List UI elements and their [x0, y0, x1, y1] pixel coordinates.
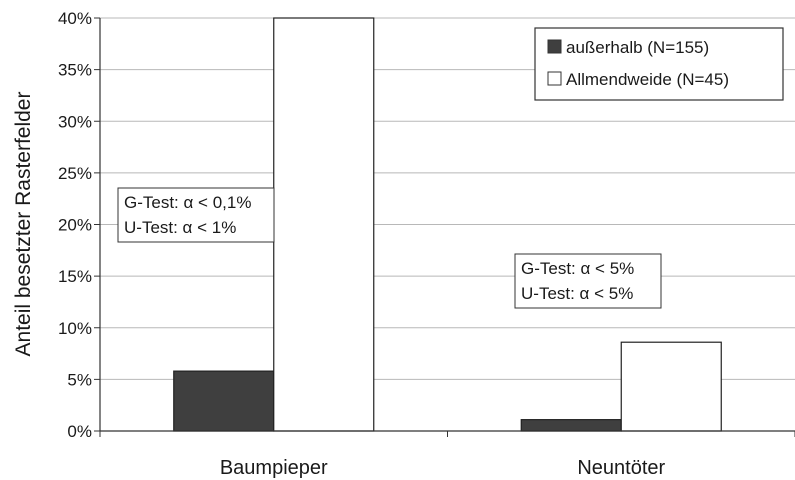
- legend-swatch-ausserhalb: [547, 39, 562, 54]
- annotation-line: U-Test: α < 5%: [521, 284, 633, 303]
- bar: [173, 370, 275, 432]
- y-tick-label: 40%: [58, 9, 92, 28]
- y-tick-label: 25%: [58, 164, 92, 183]
- annotation-line: G-Test: α < 0,1%: [124, 193, 251, 212]
- y-axis-label: Anteil besetzter Rasterfelder: [12, 92, 35, 357]
- y-axis-ticks: 0% 5% 10% 15% 20% 25% 30% 35% 40%: [58, 9, 101, 441]
- legend: außerhalb (N=155) Allmendweide (N=45): [534, 27, 784, 101]
- test-annotation-neuntoeter: G-Test: α < 5% U-Test: α < 5%: [514, 253, 662, 309]
- bars: [173, 17, 722, 432]
- legend-frame: [534, 27, 784, 101]
- y-tick-label: 5%: [67, 370, 92, 389]
- test-annotation-baumpieper: G-Test: α < 0,1% U-Test: α < 1%: [117, 187, 275, 243]
- bar: [520, 419, 622, 432]
- y-tick-label: 35%: [58, 61, 92, 80]
- x-category-label: Neuntöter: [577, 457, 665, 479]
- annotation-frame: [514, 253, 662, 309]
- y-tick-label: 10%: [58, 319, 92, 338]
- bar: [273, 17, 375, 432]
- annotation-line: U-Test: α < 1%: [124, 218, 236, 237]
- annotation-frame: [117, 187, 275, 243]
- annotation-line: G-Test: α < 5%: [521, 259, 634, 278]
- y-tick-label: 15%: [58, 267, 92, 286]
- y-tick-label: 20%: [58, 216, 92, 235]
- x-axis: Baumpieper Neuntöter: [99, 430, 795, 479]
- legend-label-ausserhalb: außerhalb (N=155): [566, 38, 709, 57]
- legend-swatch-allmendweide: [547, 71, 562, 86]
- bar: [620, 341, 722, 432]
- y-tick-label: 30%: [58, 112, 92, 131]
- legend-label-allmendweide: Allmendweide (N=45): [566, 70, 729, 89]
- y-tick-label: 0%: [67, 422, 92, 441]
- x-category-label: Baumpieper: [220, 457, 328, 479]
